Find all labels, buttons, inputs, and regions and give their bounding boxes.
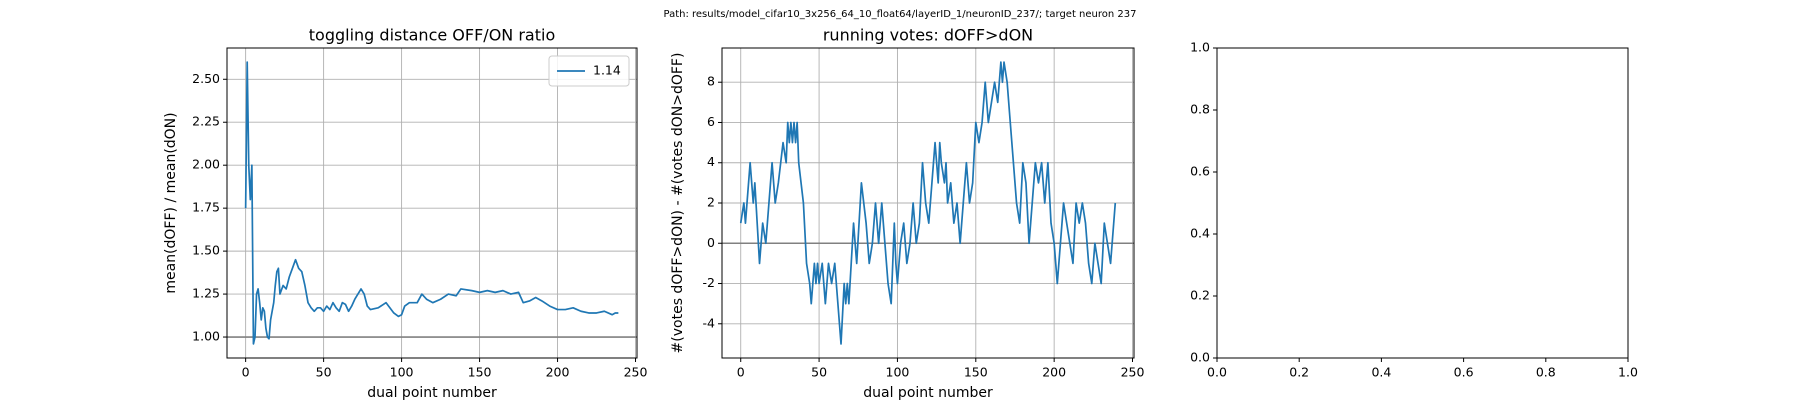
x-tick-label: 0.0 [1207,365,1227,380]
x-tick-label: 250 [624,365,648,380]
y-tick-label: -2 [703,275,715,290]
legend-label: 1.14 [593,63,621,78]
x-tick-label: 0.6 [1454,365,1474,380]
y-tick-label: 2.50 [192,71,220,86]
x-tick-label: 0.2 [1289,365,1309,380]
axes-frame [1216,47,1629,359]
axes-frame [721,47,1135,359]
y-tick-label: 2.00 [192,157,220,172]
x-tick-label: 0.4 [1371,365,1391,380]
y-tick-label: 6 [707,114,715,129]
x-tick-label: 0.8 [1536,365,1556,380]
x-tick-label: 0 [737,365,745,380]
axes-frame [226,47,638,359]
chart-title: running votes: dOFF>dON [823,26,1033,45]
y-tick-label: -4 [703,315,716,330]
x-tick-label: 100 [886,365,910,380]
x-tick-label: 200 [1042,365,1066,380]
y-tick-label: 0 [707,235,715,250]
chart-title: toggling distance OFF/ON ratio [309,26,555,45]
figure-title: Path: results/model_cifar10_3x256_64_10_… [664,9,1137,20]
x-tick-label: 100 [390,365,414,380]
y-tick-label: 1.0 [1190,40,1210,55]
y-tick-label: 2 [707,195,715,210]
x-tick-label: 50 [316,365,332,380]
x-tick-label: 150 [964,365,988,380]
y-tick-label: 2.25 [192,114,220,129]
y-tick-label: 1.75 [192,200,220,215]
x-tick-label: 50 [811,365,827,380]
y-tick-label: 0.0 [1190,350,1210,365]
y-tick-label: 1.00 [192,329,220,344]
y-tick-label: 1.25 [192,286,220,301]
y-tick-label: 0.6 [1190,164,1210,179]
x-axis-label: dual point number [863,385,993,400]
y-tick-label: 0.4 [1190,226,1210,241]
y-axis-label: mean(dOFF) / mean(dON) [163,112,179,293]
y-tick-label: 0.2 [1190,288,1210,303]
x-tick-label: 1.0 [1618,365,1638,380]
y-tick-label: 1.50 [192,243,220,258]
y-tick-label: 4 [707,154,715,169]
data-line [244,61,619,345]
data-line [739,61,1117,345]
x-tick-label: 250 [1121,365,1145,380]
x-axis-label: dual point number [367,385,497,400]
x-tick-label: 0 [242,365,250,380]
y-tick-label: 8 [707,74,715,89]
y-axis-label: #(votes dOFF>dON) - #(votes dON>dOFF) [670,53,686,354]
x-tick-label: 200 [546,365,570,380]
y-tick-label: 0.8 [1190,102,1210,117]
legend-box [548,55,630,87]
x-tick-label: 150 [468,365,492,380]
